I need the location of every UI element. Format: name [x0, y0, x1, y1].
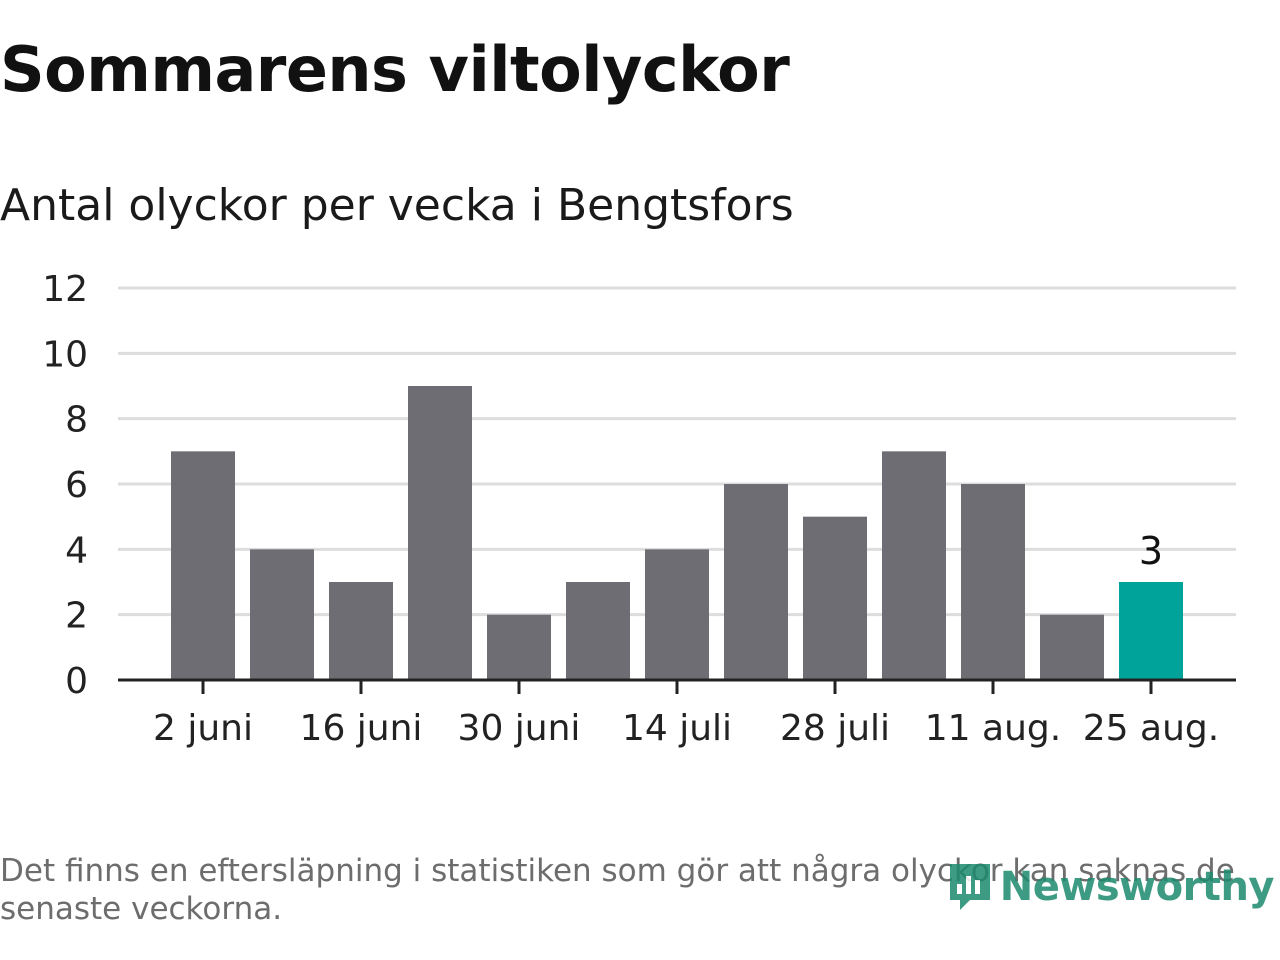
- x-tick-label: 16 juni: [300, 708, 423, 749]
- bar: [329, 582, 393, 680]
- bar: [566, 582, 630, 680]
- y-tick-label: 2: [65, 596, 88, 637]
- newsworthy-logo: Newsworthy: [946, 860, 1275, 914]
- bar: [645, 549, 709, 680]
- y-tick-label: 12: [42, 269, 88, 310]
- chart-title: Sommarens viltolyckor: [0, 33, 790, 106]
- chart-subtitle: Antal olyckor per vecka i Bengtsfors: [0, 180, 794, 231]
- bar: [408, 386, 472, 680]
- y-tick-label: 10: [42, 334, 88, 375]
- x-tick-label: 14 juli: [622, 708, 732, 749]
- x-tick-label: 28 juli: [780, 708, 890, 749]
- bar: [961, 484, 1025, 680]
- bars: 3: [171, 386, 1183, 680]
- y-tick-label: 8: [65, 400, 88, 441]
- bar: [171, 451, 235, 680]
- bar: [1040, 614, 1104, 680]
- y-tick-label: 0: [65, 661, 88, 702]
- bar: [724, 484, 788, 680]
- x-tick-label: 25 aug.: [1083, 708, 1219, 749]
- x-tick-label: 11 aug.: [925, 708, 1061, 749]
- footnote: Det finns en eftersläpning i statistiken…: [0, 853, 1235, 927]
- x-tick-label: 2 juni: [153, 708, 253, 749]
- x-tick-label: 30 juni: [458, 708, 581, 749]
- bar: [250, 549, 314, 680]
- bar: [1119, 582, 1183, 680]
- y-axis-ticks: 0 2 4 6 8 10 12: [42, 269, 88, 702]
- y-tick-label: 6: [65, 465, 88, 506]
- newsworthy-logo-icon: [949, 864, 990, 910]
- bar: [882, 451, 946, 680]
- x-axis-ticks: 2 juni 16 juni 30 juni 14 juli 28 juli 11 aug…: [153, 680, 1219, 749]
- newsworthy-logo-text: Newsworthy: [999, 864, 1275, 910]
- bar: [803, 516, 867, 680]
- data-label: 3: [1139, 529, 1163, 573]
- y-tick-label: 4: [65, 530, 88, 571]
- bar: [487, 614, 551, 680]
